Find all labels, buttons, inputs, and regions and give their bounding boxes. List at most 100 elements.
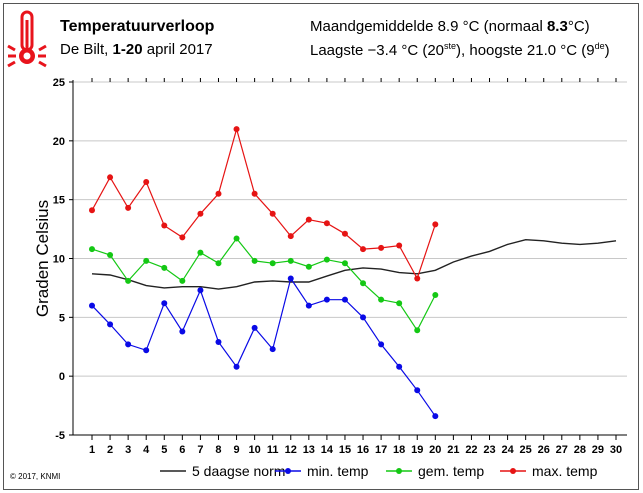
data-point — [323, 256, 330, 263]
x-tick-label: 28 — [574, 444, 586, 456]
data-point — [251, 324, 258, 331]
data-point — [107, 174, 114, 181]
y-tick-label: 20 — [53, 136, 65, 148]
data-point — [414, 327, 421, 334]
data-point — [305, 216, 312, 223]
data-point — [125, 277, 132, 284]
x-tick-label: 22 — [465, 444, 477, 456]
data-point — [89, 207, 95, 214]
data-point — [161, 222, 168, 229]
data-point — [197, 287, 204, 294]
x-tick-label: 27 — [556, 444, 568, 456]
data-point — [396, 363, 403, 370]
data-point — [125, 341, 132, 348]
data-point — [396, 300, 403, 307]
data-point — [179, 234, 186, 241]
data-point — [161, 264, 168, 271]
x-tick-label: 7 — [197, 444, 203, 456]
legend-marker — [396, 468, 402, 474]
extremes: Laagste −3.4 °C (20ste), hoogste 21.0 °C… — [310, 41, 610, 59]
data-point — [161, 300, 168, 307]
series-line-5-daagse-norm — [91, 238, 617, 290]
extremes-end: ) — [604, 42, 610, 59]
data-point — [378, 296, 385, 303]
sup-ste: ste — [444, 41, 457, 51]
data-point — [233, 363, 240, 370]
x-tick-label: 19 — [411, 444, 423, 456]
x-tick-label: 29 — [592, 444, 604, 456]
data-point — [341, 230, 348, 237]
period-month: april 2017 — [146, 41, 213, 58]
data-point — [89, 302, 95, 309]
data-point — [432, 291, 439, 298]
location: De Bilt, — [60, 41, 109, 58]
data-point — [143, 179, 150, 186]
legend-label: max. temp — [532, 463, 598, 479]
chart-frame — [3, 3, 639, 490]
mean-label: Maandgemiddelde 8.9 °C (normaal — [310, 18, 543, 35]
legend-label: gem. temp — [418, 463, 484, 479]
x-tick-label: 2 — [107, 444, 113, 456]
data-point — [107, 321, 114, 328]
extremes-high: ), hoogste 21.0 °C (9 — [456, 42, 595, 59]
data-point — [125, 204, 132, 211]
data-point — [269, 210, 276, 217]
x-tick-label: 25 — [520, 444, 532, 456]
data-point — [143, 257, 150, 264]
data-point — [233, 235, 240, 242]
copyright: © 2017, KNMI — [10, 472, 61, 481]
x-tick-label: 30 — [610, 444, 622, 456]
x-tick-label: 14 — [321, 444, 334, 456]
data-point — [378, 341, 385, 348]
x-tick-label: 20 — [429, 444, 441, 456]
x-tick-label: 10 — [248, 444, 260, 456]
y-axis-label: Graden Celsius — [33, 200, 52, 317]
data-point — [396, 242, 403, 249]
series-line-gem-temp — [91, 237, 436, 332]
data-point — [233, 126, 240, 133]
data-point — [360, 314, 367, 321]
data-point — [432, 221, 439, 228]
data-point — [179, 328, 186, 335]
chart-subtitle: De Bilt, 1-20 april 2017 — [60, 41, 213, 58]
y-tick-label: -5 — [55, 430, 65, 442]
x-tick-label: 21 — [447, 444, 459, 456]
x-tick-label: 13 — [303, 444, 315, 456]
data-point — [360, 246, 367, 253]
data-point — [305, 263, 312, 270]
data-point — [360, 280, 367, 287]
data-point — [251, 257, 258, 264]
data-point — [287, 257, 294, 264]
x-tick-label: 3 — [125, 444, 131, 456]
series-line-min-temp — [91, 277, 436, 417]
sup-de: de — [594, 41, 605, 51]
data-point — [107, 251, 114, 258]
data-point — [197, 210, 204, 217]
x-tick-label: 12 — [285, 444, 297, 456]
x-tick-label: 8 — [215, 444, 221, 456]
data-point — [215, 339, 222, 346]
chart-title: Temperatuurverloop — [60, 18, 215, 35]
y-tick-label: 15 — [53, 195, 65, 207]
data-point — [215, 190, 222, 197]
x-tick-label: 26 — [538, 444, 550, 456]
data-point — [197, 249, 204, 256]
y-tick-label: 10 — [53, 254, 65, 266]
data-point — [287, 275, 294, 282]
data-point — [414, 275, 421, 282]
data-point — [341, 260, 348, 267]
y-tick-label: 5 — [59, 312, 65, 324]
data-point — [287, 233, 294, 240]
data-point — [215, 260, 222, 267]
x-tick-label: 24 — [501, 444, 514, 456]
period-days: 1-20 — [112, 41, 143, 58]
series-line-max-temp — [91, 126, 436, 280]
data-point — [378, 244, 385, 251]
x-tick-label: 9 — [233, 444, 239, 456]
legend-marker — [285, 468, 291, 474]
legend-label: min. temp — [307, 463, 369, 479]
x-tick-label: 15 — [339, 444, 351, 456]
data-point — [323, 296, 330, 303]
data-point — [305, 302, 312, 309]
